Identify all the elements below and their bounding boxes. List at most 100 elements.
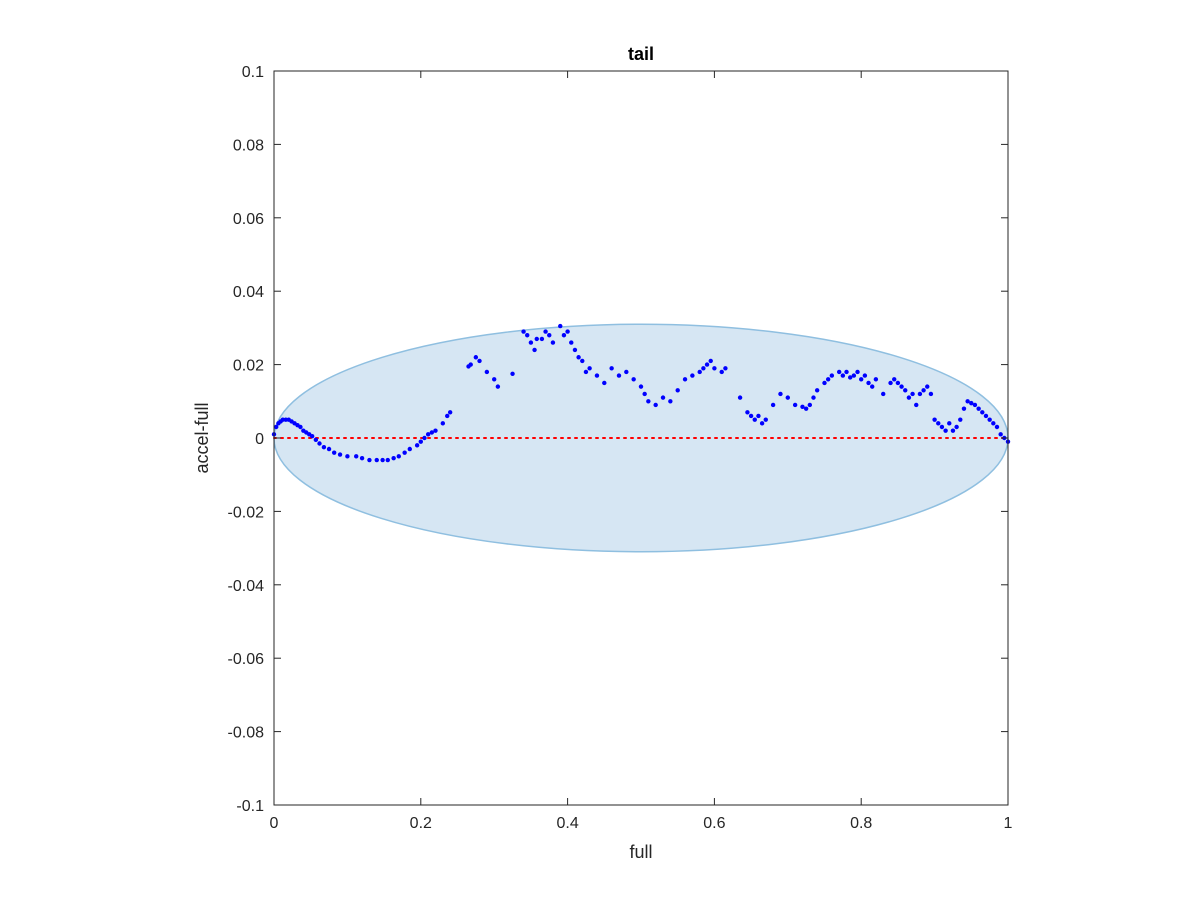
data-point	[374, 457, 379, 463]
y-tick-label: 0.04	[233, 284, 264, 301]
data-point	[785, 395, 790, 400]
data-point	[778, 391, 783, 397]
data-point	[792, 402, 798, 408]
data-point	[906, 395, 912, 400]
y-tick-label: 0.06	[233, 211, 264, 228]
data-point	[807, 402, 813, 408]
data-point	[950, 428, 956, 433]
data-point	[708, 358, 713, 364]
data-point	[580, 358, 585, 364]
data-point	[943, 428, 948, 433]
data-point	[569, 340, 574, 345]
data-point	[668, 399, 673, 404]
data-point	[972, 402, 978, 408]
data-point	[473, 355, 479, 360]
x-tick-label: 1	[1004, 815, 1013, 832]
data-point	[954, 424, 959, 430]
data-point	[822, 380, 827, 386]
data-point	[418, 439, 423, 444]
data-point	[980, 410, 985, 415]
data-point	[337, 452, 343, 457]
data-point	[407, 446, 412, 452]
data-point	[594, 373, 600, 378]
y-tick-label: 0	[255, 431, 264, 448]
data-point	[770, 402, 776, 408]
data-point	[976, 406, 981, 411]
y-tick-label: -0.04	[228, 578, 265, 595]
data-point	[910, 391, 915, 397]
data-points	[271, 323, 1011, 463]
data-point	[660, 395, 666, 400]
data-point	[748, 413, 754, 419]
data-point	[565, 329, 570, 334]
data-point	[624, 369, 629, 375]
data-point	[965, 399, 970, 404]
data-point	[468, 362, 473, 367]
data-point	[752, 417, 757, 422]
data-point	[532, 347, 537, 353]
data-point	[367, 457, 372, 463]
data-point	[723, 366, 728, 371]
data-point	[847, 375, 853, 380]
data-point	[616, 373, 622, 378]
data-point	[561, 333, 567, 338]
data-point	[587, 366, 592, 371]
x-tick-label: 0.6	[703, 815, 725, 832]
data-point	[682, 377, 688, 382]
data-point	[958, 417, 963, 422]
y-tick-label: -0.08	[228, 725, 265, 742]
x-tick-label: 0.8	[850, 815, 872, 832]
data-point	[425, 432, 431, 437]
data-point	[380, 457, 385, 463]
data-point	[987, 417, 992, 422]
data-point	[326, 446, 332, 452]
data-point	[321, 444, 327, 450]
data-point	[602, 380, 607, 386]
data-point	[396, 454, 401, 459]
data-point	[317, 441, 322, 446]
data-point	[811, 395, 816, 400]
data-point	[947, 421, 952, 426]
data-point	[825, 377, 831, 382]
data-point	[447, 410, 453, 415]
data-point	[712, 366, 717, 371]
data-point	[829, 373, 835, 378]
data-point	[445, 413, 450, 419]
data-point	[969, 400, 974, 406]
data-point	[543, 329, 548, 334]
data-point	[495, 384, 501, 389]
y-tick-label: -0.1	[236, 798, 264, 815]
data-point	[888, 380, 893, 386]
data-point	[866, 380, 871, 386]
data-point	[675, 388, 680, 393]
data-point	[914, 402, 919, 408]
data-point	[576, 355, 581, 360]
data-point	[528, 340, 534, 345]
data-point	[631, 377, 636, 382]
y-tick-label: 0.1	[242, 64, 264, 81]
data-point	[719, 369, 724, 375]
data-point	[385, 457, 390, 463]
data-point	[928, 391, 934, 397]
data-point	[550, 340, 556, 345]
data-point	[539, 336, 545, 342]
x-tick-label: 0.4	[556, 815, 578, 832]
x-tick-label: 0	[270, 815, 279, 832]
data-point	[840, 373, 846, 378]
data-point	[994, 424, 1000, 430]
data-point	[961, 406, 967, 411]
y-tick-label: 0.08	[233, 137, 264, 154]
data-point	[844, 369, 849, 375]
data-point	[925, 384, 930, 389]
data-point	[547, 333, 552, 338]
data-point	[429, 430, 435, 435]
data-point	[572, 347, 578, 353]
y-axis-label: accel-full	[192, 402, 212, 473]
data-point	[653, 402, 658, 408]
data-point	[763, 417, 768, 422]
data-point	[477, 358, 482, 364]
data-point	[745, 410, 750, 415]
data-point	[440, 421, 446, 426]
data-point	[704, 362, 710, 367]
